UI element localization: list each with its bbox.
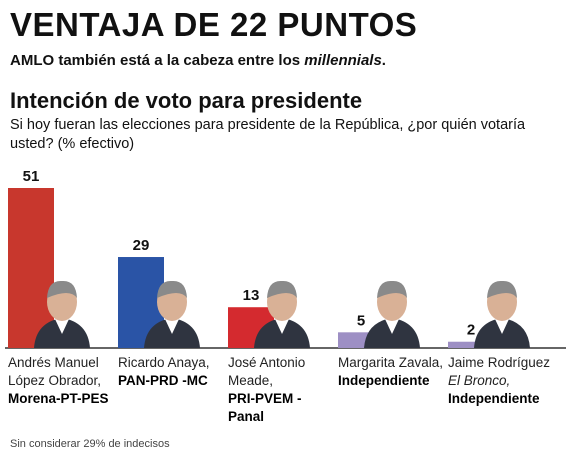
bar-1 [8, 188, 54, 348]
candidate-portrait-5 [474, 280, 530, 348]
candidate-name: Andrés Manuel López Obrador, [8, 355, 102, 388]
candidate-party: Independiente [338, 373, 430, 388]
candidate-party: Independiente [448, 391, 540, 406]
data-label-2: 29 [133, 237, 150, 254]
candidate-party: PAN-PRD -MC [118, 373, 208, 388]
candidate-party: PRI-PVEM -Panal [228, 391, 302, 424]
candidate-label-2: Ricardo Anaya, PAN-PRD -MC [118, 354, 226, 390]
candidate-portrait-4 [364, 280, 420, 348]
candidate-portrait-3 [254, 280, 310, 348]
candidate-label-4: Margarita Zavala, Independiente [338, 354, 446, 390]
candidate-party: Morena-PT-PES [8, 391, 109, 406]
candidate-label-3: José Antonio Meade, PRI-PVEM -Panal [228, 354, 336, 426]
candidate-label-5: Jaime Rodríguez El Bronco, Independiente [448, 354, 556, 408]
footnote: Sin considerar 29% de indecisos [10, 438, 170, 450]
subheadline: AMLO también está a la cabeza entre los … [10, 52, 386, 69]
candidate-name: José Antonio Meade, [228, 355, 306, 388]
candidate-label-1: Andrés Manuel López Obrador, Morena-PT-PE… [8, 354, 116, 408]
candidate-name: Jaime Rodríguez [448, 355, 551, 370]
chart-subtitle: Si hoy fueran las elecciones para presid… [10, 117, 526, 152]
candidate-name: Margarita Zavala, [338, 355, 444, 370]
data-label-3: 13 [243, 287, 260, 304]
candidate-portrait-2 [144, 280, 200, 348]
subhead-emphasis: millennials [304, 52, 382, 69]
chart-title: Intención de voto para presidente [10, 88, 363, 113]
candidate-alias: El Bronco, [448, 373, 511, 388]
data-label-1: 51 [23, 168, 40, 185]
candidate-name: Ricardo Anaya, [118, 355, 210, 370]
data-label-5: 2 [467, 322, 475, 339]
candidate-portrait-1 [34, 280, 90, 348]
headline: VENTAJA DE 22 PUNTOS [10, 6, 418, 43]
bar-5 [448, 341, 494, 348]
data-label-4: 5 [357, 312, 365, 329]
